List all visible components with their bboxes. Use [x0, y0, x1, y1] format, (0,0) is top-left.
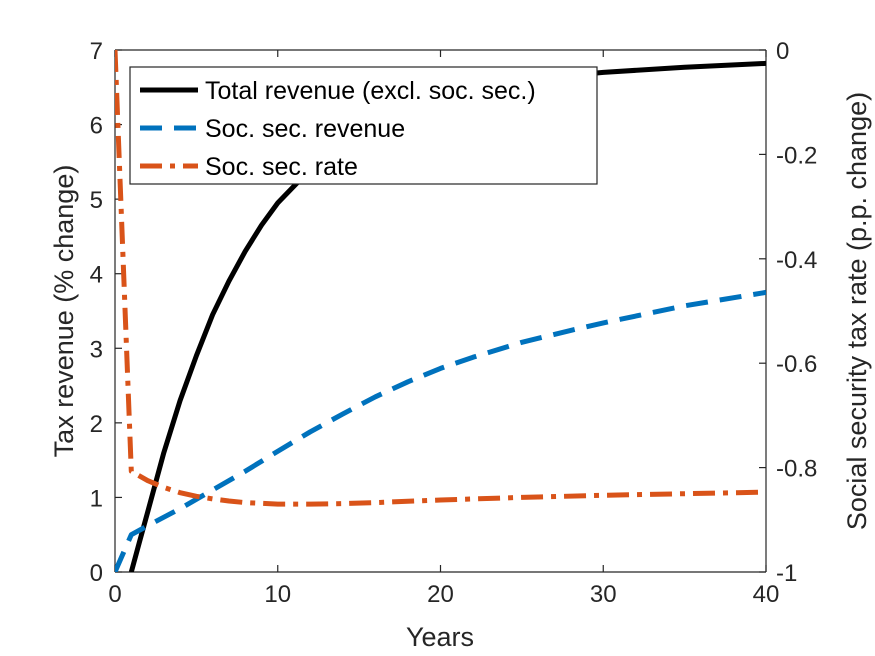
right-y-tick-label: 0	[776, 38, 789, 65]
right-y-tick-label: -0.2	[776, 142, 817, 169]
x-axis-label: Years	[406, 622, 474, 652]
legend-label: Soc. sec. revenue	[205, 115, 405, 143]
left-y-tick-label: 7	[90, 38, 103, 65]
left-y-tick-label: 2	[90, 411, 103, 438]
left-y-tick-label: 0	[90, 560, 103, 587]
x-tick-label: 10	[264, 581, 291, 608]
series-line-2	[115, 289, 766, 572]
right-y-axis-label: Social security tax rate (p.p. change)	[842, 92, 872, 530]
left-y-tick-label: 5	[90, 187, 103, 214]
ticks: 0 10 20 30 40 0 1 2 3 4 5 6 7 -1 -0.8 -0.6 -0.4 -0.2 0	[90, 38, 818, 608]
legend: Total revenue (excl. soc. sec.) Soc. sec.…	[129, 66, 598, 185]
left-y-tick-label: 3	[90, 336, 103, 363]
right-y-tick-label: -0.6	[776, 351, 817, 378]
left-y-axis-label: Tax revenue (% change)	[49, 165, 79, 458]
right-y-tick-label: -0.4	[776, 247, 817, 274]
legend-box	[129, 66, 598, 185]
left-y-tick-label: 6	[90, 113, 103, 140]
right-y-tick-label: -1	[776, 560, 797, 587]
x-tick-label: 0	[108, 581, 121, 608]
x-tick-label: 20	[427, 581, 454, 608]
right-y-tick-label: -0.8	[776, 456, 817, 483]
x-tick-label: 40	[753, 581, 780, 608]
x-tick-label: 30	[590, 581, 617, 608]
left-y-tick-label: 1	[90, 485, 103, 512]
legend-label: Total revenue (excl. soc. sec.)	[205, 77, 536, 105]
left-y-tick-label: 4	[90, 262, 103, 289]
series-line-3	[115, 49, 766, 507]
legend-label: Soc. sec. rate	[205, 153, 358, 181]
